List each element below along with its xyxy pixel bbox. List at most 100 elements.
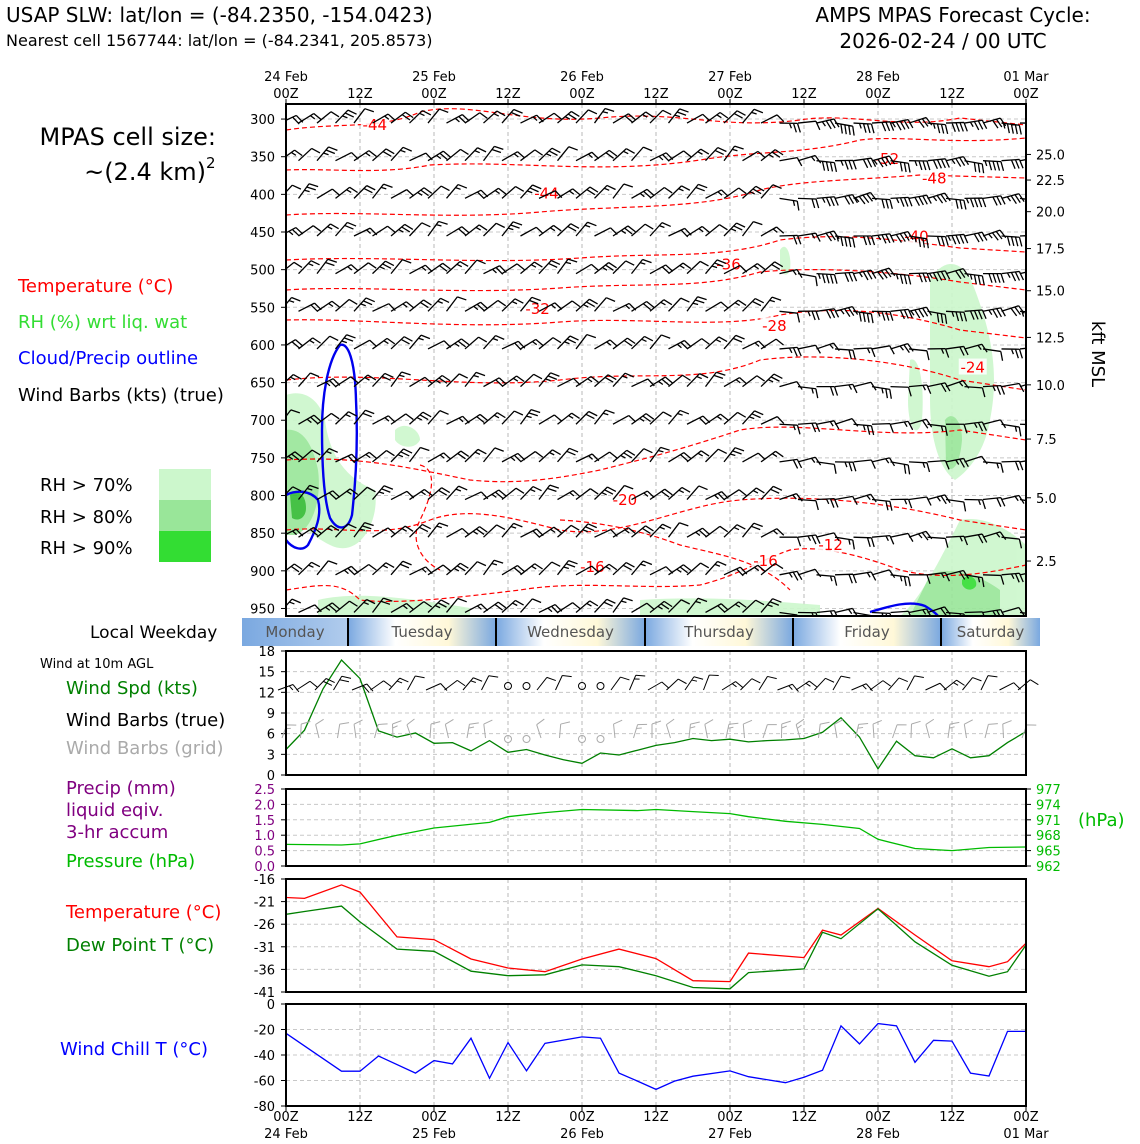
upper-wind-barb	[446, 183, 468, 199]
upper-wind-barb	[834, 159, 857, 170]
upper-wind-barb	[853, 423, 875, 436]
upper-wind-barb	[446, 527, 470, 538]
grid-wind-barb	[892, 724, 907, 739]
surface-wind-barb	[684, 676, 704, 691]
upper-wind-barb	[982, 195, 1006, 206]
surface-wind-barb	[832, 675, 851, 691]
temperature-contour-label: -12	[818, 536, 843, 554]
panel-tick-label: 18	[258, 645, 275, 660]
grid-wind-barb	[337, 722, 350, 739]
upper-wind-barb	[390, 223, 414, 237]
upper-wind-barb	[686, 148, 710, 162]
upper-wind-barb	[982, 229, 1007, 241]
upper-wind-barb	[797, 344, 821, 354]
pressure-tick-label: 971	[1036, 814, 1061, 829]
upper-wind-barb	[631, 490, 655, 501]
upper-wind-barb	[760, 450, 784, 463]
panel-tick-label: 1.0	[254, 829, 275, 844]
temp-label-bg	[523, 299, 552, 316]
grid-wind-barb	[315, 718, 324, 739]
bottom-hour-label: 12Z	[347, 1110, 373, 1125]
upper-wind-barb	[427, 185, 450, 199]
upper-wind-barb	[631, 413, 655, 425]
upper-wind-barb	[927, 423, 948, 436]
upper-wind-barb	[409, 411, 432, 425]
upper-wind-barb	[575, 410, 598, 425]
upper-wind-barb	[335, 298, 358, 312]
surface-wind-barb	[758, 675, 777, 691]
upper-wind-barb	[946, 423, 968, 434]
upper-wind-barb	[286, 598, 301, 607]
pressure-tick-label: 900	[250, 565, 275, 580]
upper-wind-barb	[871, 345, 895, 355]
upper-wind-barb	[816, 385, 839, 396]
grid-wind-barb	[1021, 724, 1037, 739]
pressure-unit-label: (hPa)	[1078, 810, 1125, 831]
upper-wind-barb	[519, 409, 541, 425]
upper-wind-barb	[390, 371, 411, 387]
surface-wind-barb	[407, 675, 425, 691]
bottom-hour-label: 12Z	[939, 1110, 965, 1125]
upper-wind-barb	[723, 601, 747, 613]
upper-wind-barb	[501, 452, 526, 463]
upper-wind-barb	[286, 409, 301, 418]
upper-wind-barb	[945, 121, 968, 132]
panel-tick-label: -80	[254, 1100, 275, 1115]
upper-wind-barb	[483, 412, 506, 425]
upper-wind-barb	[445, 296, 467, 312]
panel-tick-label: 1.5	[254, 814, 275, 829]
temp-contour	[286, 426, 1026, 483]
upper-wind-barb	[816, 308, 840, 319]
surface-wind-barb	[1017, 679, 1039, 691]
temp-contour	[286, 309, 1026, 339]
legend-temp-surface: Temperature (°C)	[65, 902, 221, 923]
bottom-date-label: 28 Feb	[856, 1127, 900, 1140]
upper-wind-barb	[335, 523, 357, 538]
panel-tick-label: -20	[254, 1024, 275, 1039]
surface-wind-frame	[285, 650, 1027, 776]
upper-wind-barb	[557, 447, 579, 463]
upper-wind-barb	[372, 225, 396, 237]
surface-wind-barb	[647, 681, 670, 691]
upper-wind-barb	[834, 383, 858, 394]
nearest-cell-subtitle: Nearest cell 1567744: lat/lon = (-84.234…	[6, 31, 433, 50]
upper-wind-barb	[501, 564, 526, 576]
upper-wind-barb	[538, 526, 562, 538]
upper-wind-barb	[538, 259, 561, 275]
upper-wind-barb	[686, 296, 707, 312]
upper-wind-barb	[834, 573, 857, 584]
upper-wind-barb	[557, 524, 580, 538]
upper-wind-barb	[667, 522, 689, 538]
weekday-name: Saturday	[957, 623, 1025, 641]
upper-wind-barb	[816, 420, 840, 430]
upper-wind-barb	[446, 373, 469, 388]
rh-region-bottom-strip	[640, 598, 820, 616]
upper-wind-barb	[353, 374, 377, 388]
upper-wind-barb	[964, 498, 986, 510]
temp-label-bg	[760, 317, 789, 334]
upper-wind-barb	[316, 560, 338, 576]
top-hour-label: 00Z	[717, 87, 743, 102]
upper-wind-barb	[286, 296, 301, 306]
grid-wind-barb	[353, 719, 363, 739]
upper-wind-barb	[723, 334, 745, 350]
upper-wind-barb	[723, 447, 745, 463]
pressure-tick-label: 450	[250, 226, 275, 241]
upper-wind-barb	[298, 414, 322, 425]
upper-wind-barb	[538, 337, 562, 350]
grid-wind-barb	[1002, 720, 1012, 739]
upper-wind-barb	[335, 411, 358, 425]
upper-wind-barb	[556, 258, 578, 275]
dew-point-line	[285, 905, 1027, 990]
upper-wind-barb	[853, 235, 876, 246]
upper-wind-barb	[668, 262, 692, 275]
upper-wind-barb	[982, 117, 1007, 129]
upper-wind-barb	[483, 524, 506, 538]
grid-wind-barb	[963, 719, 973, 739]
upper-wind-barb	[575, 221, 597, 237]
pressure-tick-label: 350	[250, 151, 275, 166]
upper-wind-barb	[390, 336, 413, 350]
upper-wind-barb	[890, 498, 913, 509]
upper-wind-barb	[575, 186, 599, 199]
